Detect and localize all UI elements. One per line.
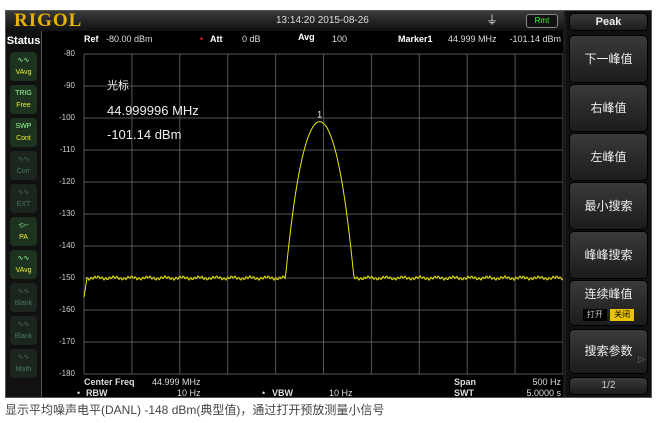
min-search-button[interactable]: 最小搜索	[569, 182, 648, 230]
trace-line	[83, 121, 563, 298]
status-icon-glyph: ∿∿	[17, 288, 30, 295]
peak-left-button[interactable]: 左峰值	[569, 133, 648, 181]
att-value[interactable]: 0 dB	[242, 34, 261, 44]
y-tick-label: -120	[58, 177, 75, 186]
y-tick-label: -140	[58, 241, 75, 250]
status-blank1-icon[interactable]: ∿∿ Blank	[10, 283, 37, 312]
rbw-indicator-dot: •	[77, 388, 81, 398]
ref-label: Ref	[84, 34, 99, 44]
analyzer-screen: RIGOL 13:14:20 2015-08-26 ⏚ Rmt Status ∿…	[5, 10, 652, 398]
rbw-value[interactable]: 10 Hz	[177, 388, 201, 398]
status-corr-icon[interactable]: ∿∿ Corr	[10, 151, 37, 180]
vbw-label: VBW	[272, 388, 293, 398]
page-indicator[interactable]: 1/2	[569, 377, 648, 395]
status-ext-icon[interactable]: ∿∿ EXT	[10, 184, 37, 213]
status-panel: Status ∿∿ VAvg TRIG Free SWP Cont ∿∿ Corr ∿∿ EXT -…	[6, 31, 42, 397]
status-icon-glyph: -▷-	[18, 222, 29, 229]
continuous-peak-button[interactable]: 连续峰值 打开 关闭	[569, 280, 648, 326]
datetime: 13:14:20 2015-08-26	[276, 15, 369, 26]
status-blank2-icon[interactable]: ∿∿ Blank	[10, 316, 37, 345]
y-tick-label: -110	[59, 145, 75, 154]
marker-label: Marker1	[398, 34, 433, 44]
y-tick-label: -90	[63, 81, 75, 90]
avg-label: Avg	[298, 32, 315, 42]
status-math-icon[interactable]: ∿∿ Math	[10, 349, 37, 378]
marker-freq: 44.999 MHz	[448, 34, 497, 44]
search-params-button[interactable]: 搜索参数 ▷	[569, 329, 648, 374]
remote-badge: Rmt	[526, 14, 558, 28]
status-vavg-icon[interactable]: ∿∿ VAvg	[10, 250, 37, 279]
status-icon-glyph: ∿∿	[17, 57, 30, 64]
span-label: Span	[454, 377, 477, 387]
status-icon-glyph: SWP	[15, 123, 32, 130]
status-icon-glyph: ∿∿	[17, 156, 30, 163]
status-icon-label: Math	[15, 366, 32, 373]
status-icon-label: Free	[16, 102, 31, 109]
header-bar: RIGOL 13:14:20 2015-08-26 ⏚ Rmt	[6, 11, 564, 31]
softkey-menu: Peak 下一峰值 右峰值 左峰值 最小搜索 峰峰搜索 连续峰值 打开 关闭 搜…	[566, 11, 651, 397]
y-tick-label: -80	[63, 49, 75, 58]
search-params-label: 搜索参数	[584, 344, 633, 358]
menu-title: Peak	[569, 13, 648, 31]
status-title: Status	[6, 35, 41, 47]
status-icon-label: VAvg	[15, 267, 32, 274]
spectrum-plot[interactable]: 1	[42, 31, 563, 397]
usb-icon: ⏚	[486, 13, 499, 27]
status-icon-glyph: ∿∿	[17, 189, 30, 196]
y-tick-label: -150	[58, 273, 75, 282]
swt-label: SWT	[454, 388, 474, 398]
vbw-indicator-dot: •	[262, 388, 266, 398]
status-icon-label: Corr	[16, 168, 31, 175]
status-icon-glyph: ∿∿	[17, 354, 30, 361]
status-trig-icon[interactable]: TRIG Free	[10, 85, 37, 114]
marker-readout-freq: 44.999996 MHz	[107, 103, 199, 118]
rbw-label: RBW	[86, 388, 108, 398]
status-icon-label: Cont	[16, 135, 31, 142]
status-icon-label: EXT	[16, 201, 31, 208]
peak-right-button[interactable]: 右峰值	[569, 84, 648, 132]
next-peak-button[interactable]: 下一峰值	[569, 35, 648, 83]
span-value[interactable]: 500 Hz	[532, 377, 561, 387]
toggle-on[interactable]: 打开	[582, 309, 607, 321]
continuous-peak-label: 连续峰值	[584, 287, 633, 301]
marker-level: -101.14 dBm	[509, 34, 561, 44]
toggle-off[interactable]: 关闭	[610, 309, 635, 321]
caption: 显示平均噪声电平(DANL) -148 dBm(典型值)，通过打开预放测量小信号	[5, 403, 385, 417]
att-label: Att	[210, 34, 223, 44]
status-icon-label: Blank	[14, 300, 33, 307]
swt-value[interactable]: 5.0000 s	[526, 388, 561, 398]
rigol-logo: RIGOL	[14, 10, 83, 31]
status-icon-label: PA	[19, 234, 28, 241]
y-tick-label: -100	[58, 113, 75, 122]
status-icon-glyph: ∿∿	[17, 321, 30, 328]
avg-value: 100	[332, 34, 348, 44]
y-tick-label: -180	[58, 369, 75, 378]
submenu-arrow-icon: ▷	[638, 354, 645, 364]
status-icon-label: VAvg	[15, 69, 32, 76]
spectrum-display: Ref -80.00 dBm • Att 0 dB Avg 100 Marker…	[42, 31, 563, 398]
center-freq-value[interactable]: 44.999 MHz	[152, 377, 201, 387]
status-trace-avg-icon[interactable]: ∿∿ VAvg	[10, 52, 37, 81]
status-pa-icon[interactable]: -▷- PA	[10, 217, 37, 246]
att-indicator-dot: •	[200, 34, 204, 44]
ref-value[interactable]: -80.00 dBm	[106, 34, 153, 44]
marker-1-label: 1	[317, 110, 322, 120]
y-tick-label: -170	[58, 337, 75, 346]
y-tick-label: -160	[58, 305, 75, 314]
status-swp-icon[interactable]: SWP Cont	[10, 118, 37, 147]
center-freq-label: Center Freq	[84, 377, 135, 387]
status-icon-label: Blank	[14, 333, 33, 340]
status-icon-glyph: TRIG	[15, 90, 32, 97]
peak-peak-button[interactable]: 峰峰搜索	[569, 231, 648, 279]
marker-readout-level: -101.14 dBm	[107, 127, 182, 142]
status-icon-glyph: ∿∿	[17, 255, 30, 262]
marker-readout-title: 光标	[107, 80, 129, 92]
y-tick-label: -130	[58, 209, 75, 218]
vbw-value[interactable]: 10 Hz	[329, 388, 353, 398]
